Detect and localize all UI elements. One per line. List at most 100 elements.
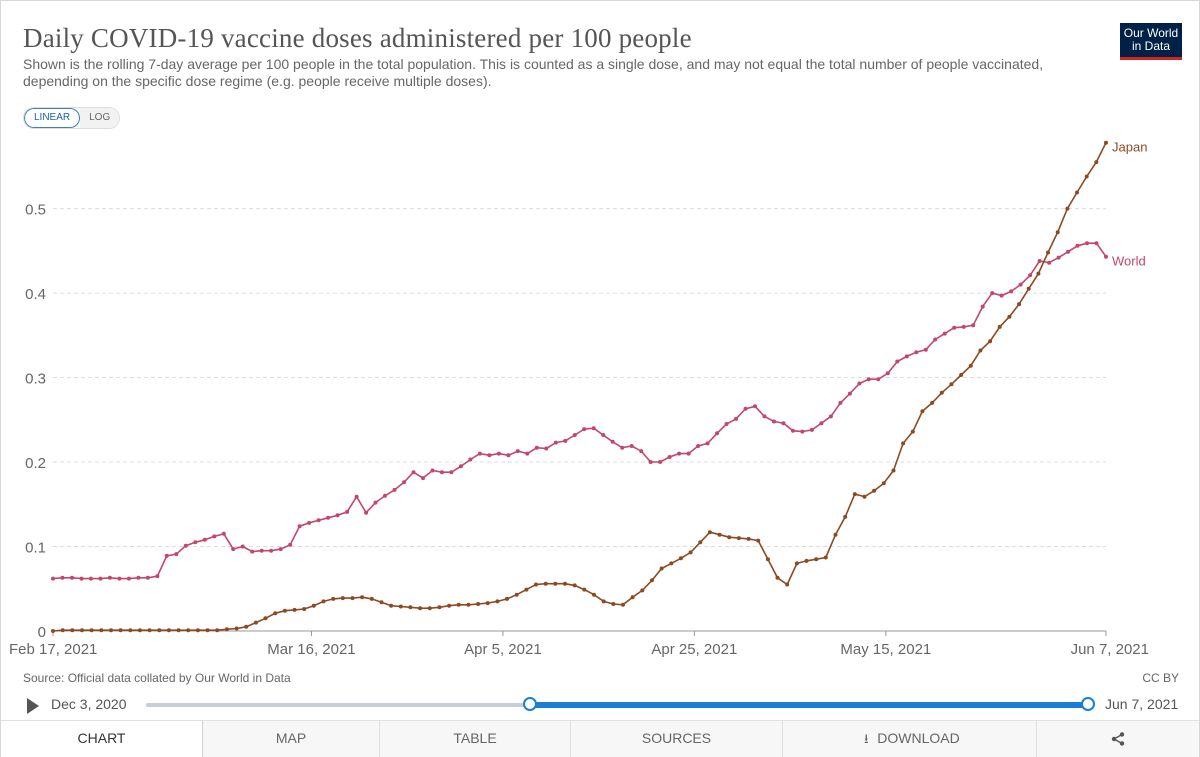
data-point-japan[interactable] [968,363,973,368]
data-point-world[interactable] [430,468,435,473]
data-point-world[interactable] [667,455,672,459]
data-point-world[interactable] [240,544,245,549]
data-point-japan[interactable] [949,382,954,387]
data-point-world[interactable] [373,500,378,505]
data-point-world[interactable] [288,542,293,547]
series-label-japan[interactable]: Japan [1112,140,1147,155]
data-point-world[interactable] [297,524,302,529]
data-point-japan[interactable] [746,536,751,541]
data-point-japan[interactable] [109,628,113,633]
data-point-world[interactable] [411,470,416,475]
data-point-japan[interactable] [360,595,365,600]
data-point-world[interactable] [221,531,226,536]
data-point-world[interactable] [639,449,644,454]
data-point-japan[interactable] [833,532,838,537]
tab-table[interactable]: TABLE [380,721,571,757]
data-point-japan[interactable] [1104,140,1108,145]
data-point-world[interactable] [914,350,919,355]
data-point-world[interactable] [259,548,264,553]
data-point-japan[interactable] [727,535,732,540]
data-point-japan[interactable] [659,566,664,571]
data-point-japan[interactable] [785,582,790,587]
data-point-japan[interactable] [872,488,877,493]
data-point-world[interactable] [383,493,387,498]
data-point-japan[interactable] [118,628,123,633]
data-point-world[interactable] [487,453,492,458]
data-point-japan[interactable] [389,603,394,608]
data-point-japan[interactable] [1075,190,1079,195]
data-point-world[interactable] [231,547,236,552]
data-point-world[interactable] [70,575,74,580]
data-point-japan[interactable] [553,581,558,586]
data-point-world[interactable] [1009,289,1014,294]
data-point-japan[interactable] [350,596,355,601]
data-point-world[interactable] [88,576,93,581]
data-point-world[interactable] [117,576,122,581]
scale-toggle[interactable]: LINEAR LOG [23,107,121,129]
data-point-japan[interactable] [234,626,239,631]
data-point-world[interactable] [847,391,852,396]
data-point-japan[interactable] [804,558,809,563]
data-point-world[interactable] [1075,243,1080,248]
data-point-world[interactable] [1018,282,1023,287]
data-point-world[interactable] [496,451,501,456]
data-point-world[interactable] [895,359,900,364]
data-point-japan[interactable] [51,629,55,633]
data-point-japan[interactable] [514,592,519,597]
data-point-world[interactable] [648,460,653,464]
data-point-world[interactable] [819,421,824,426]
data-point-world[interactable] [971,323,976,328]
data-point-japan[interactable] [1017,302,1022,307]
data-point-world[interactable] [629,444,634,448]
data-point-world[interactable] [999,293,1004,298]
data-point-world[interactable] [762,414,767,419]
data-point-world[interactable] [990,291,995,296]
data-point-japan[interactable] [592,592,596,597]
data-point-japan[interactable] [60,628,65,633]
data-point-japan[interactable] [321,599,326,604]
scale-log-button[interactable]: LOG [80,108,120,128]
data-point-world[interactable] [477,451,482,456]
data-point-world[interactable] [364,510,369,515]
data-point-japan[interactable] [215,628,220,633]
data-point-world[interactable] [506,453,511,458]
data-point-japan[interactable] [1094,160,1099,165]
data-point-japan[interactable] [717,532,722,537]
data-point-world[interactable] [534,445,539,450]
data-point-world[interactable] [392,487,397,492]
data-point-japan[interactable] [794,561,799,566]
data-point-japan[interactable] [959,373,964,377]
data-point-japan[interactable] [292,607,297,612]
data-point-world[interactable] [193,540,198,545]
data-point-world[interactable] [658,460,663,464]
data-point-japan[interactable] [466,602,471,607]
data-point-japan[interactable] [534,582,538,587]
data-point-world[interactable] [1056,255,1061,260]
data-point-japan[interactable] [814,557,819,562]
data-point-world[interactable] [696,444,701,448]
data-point-japan[interactable] [630,595,635,600]
data-point-japan[interactable] [128,628,133,633]
data-point-japan[interactable] [311,603,316,608]
data-point-japan[interactable] [930,400,935,405]
data-point-japan[interactable] [881,481,886,486]
data-point-world[interactable] [468,457,473,462]
data-point-world[interactable] [51,576,55,581]
data-point-world[interactable] [60,575,65,580]
data-point-japan[interactable] [1036,271,1041,276]
data-point-world[interactable] [933,337,938,342]
data-point-japan[interactable] [186,628,191,633]
data-point-world[interactable] [1066,249,1071,254]
data-point-world[interactable] [686,451,691,456]
data-point-japan[interactable] [273,611,278,616]
data-point-japan[interactable] [427,606,432,611]
data-point-japan[interactable] [99,628,104,633]
data-point-world[interactable] [781,421,786,426]
data-point-japan[interactable] [843,514,848,519]
play-icon[interactable] [27,698,39,714]
data-point-japan[interactable] [195,628,200,633]
data-point-japan[interactable] [1055,230,1060,235]
data-point-world[interactable] [620,445,625,450]
data-point-world[interactable] [952,325,957,330]
data-point-japan[interactable] [997,324,1002,329]
